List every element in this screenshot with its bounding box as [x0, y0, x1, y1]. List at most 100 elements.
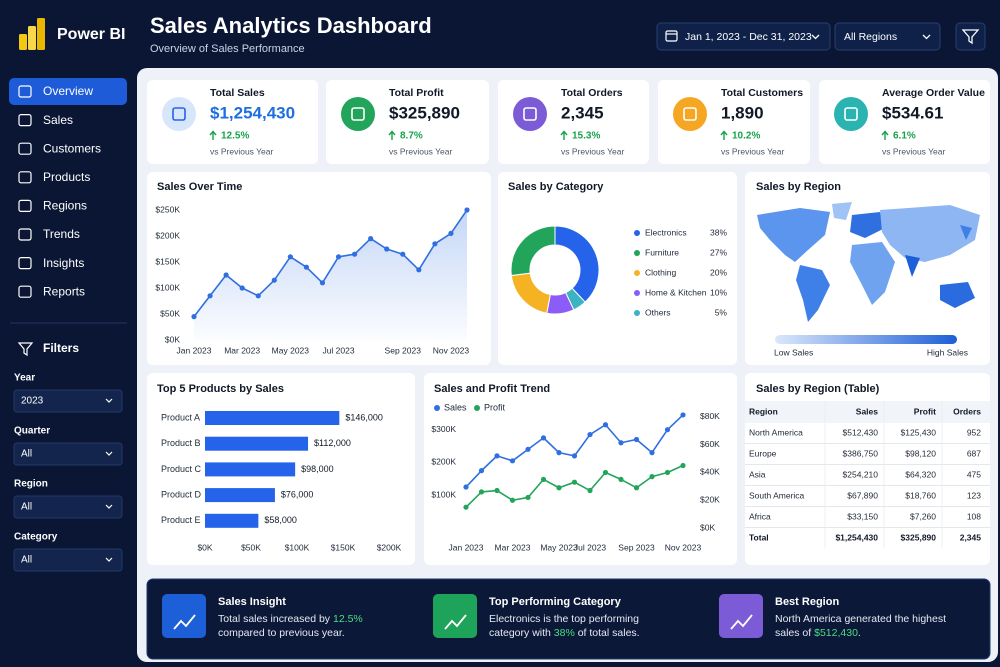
nav-label[interactable]: Sales	[43, 113, 73, 127]
point	[416, 267, 422, 273]
x-tick-label: Jul 2023	[322, 345, 354, 355]
nav-label[interactable]: Reports	[43, 284, 85, 298]
table-cell: $512,430	[843, 427, 879, 437]
x-tick-label: $150K	[331, 542, 356, 552]
nav-item[interactable]: Regions	[18, 199, 87, 213]
point	[680, 462, 686, 469]
legend-label: Low Sales	[774, 347, 813, 357]
filter-button[interactable]	[955, 22, 986, 51]
point	[463, 484, 469, 490]
x-tick-label: $200K	[377, 542, 402, 552]
filter-select[interactable]: 2023	[13, 389, 123, 413]
kpi-title: Total Profit	[389, 87, 444, 99]
kpi-glyph	[683, 107, 697, 121]
region-value[interactable]: All Regions	[844, 31, 897, 43]
point	[540, 476, 547, 483]
bar	[205, 462, 296, 477]
point	[255, 293, 261, 299]
filter-label: Year	[14, 373, 35, 384]
filter-value[interactable]: 2023	[21, 396, 44, 407]
filter-value[interactable]: All	[21, 555, 32, 566]
bar	[205, 436, 309, 451]
nav-item[interactable]: Customers	[18, 141, 101, 155]
insight-text: Electronics is the top performing	[489, 613, 639, 625]
point	[464, 207, 470, 213]
nav-label[interactable]: Products	[43, 170, 90, 184]
y-tick-label: $200K	[155, 230, 180, 240]
value-label: 27%	[710, 247, 727, 257]
filter-label: Quarter	[14, 426, 50, 437]
x-tick-label: Mar 2023	[224, 345, 260, 355]
kpi-title: Total Customers	[721, 87, 803, 99]
kpi-change: 8.7%	[400, 131, 423, 142]
point	[494, 453, 500, 459]
point	[463, 504, 469, 510]
select-box	[13, 548, 123, 572]
x-tick-label: Jan 2023	[177, 345, 212, 355]
filter-select[interactable]: All	[13, 548, 123, 572]
point	[239, 285, 245, 291]
kpi-glyph	[172, 107, 186, 121]
x-tick-label: Nov 2023	[433, 345, 470, 355]
table-cell: $125,430	[901, 427, 937, 437]
filter-select[interactable]: All	[13, 495, 123, 519]
point	[664, 469, 671, 476]
point	[571, 453, 578, 459]
legend-label: Home & Kitchen	[645, 287, 707, 297]
x-tick-label: Mar 2023	[495, 542, 531, 552]
nav-item[interactable]: Insights	[18, 256, 84, 270]
kpi-icon	[673, 97, 707, 131]
nav-item[interactable]: Sales	[18, 113, 73, 127]
x-tick-label: $0K	[197, 542, 212, 552]
nav-label[interactable]: Overview	[43, 84, 93, 98]
point	[351, 251, 358, 257]
insight-text: .	[858, 627, 861, 639]
point	[400, 251, 406, 257]
nav-label[interactable]: Regions	[43, 199, 87, 213]
point	[649, 474, 655, 480]
point	[303, 264, 310, 270]
filter-value[interactable]: All	[21, 502, 32, 513]
nav-item[interactable]: Products	[18, 170, 90, 184]
region-select[interactable]: All Regions	[834, 22, 941, 51]
nav-label[interactable]: Trends	[43, 227, 80, 241]
x-tick-label: Nov 2023	[665, 542, 702, 552]
select-box	[13, 442, 123, 466]
chart-title: Sales by Category	[508, 181, 604, 193]
insight-text: Total sales increased by 12.5%	[218, 613, 363, 625]
kpi-note: vs Previous Year	[210, 146, 273, 156]
insight-glyph	[173, 614, 196, 630]
filter-value[interactable]: All	[21, 449, 32, 460]
y-tick-label: Product A	[161, 412, 200, 422]
y-tick-label: Product B	[161, 438, 201, 448]
nav-item[interactable]: Trends	[18, 227, 80, 241]
legend-label: Furniture	[645, 247, 679, 257]
date-range[interactable]: Jan 1, 2023 - Dec 31, 2023	[685, 31, 812, 43]
kpi-change: 6.1%	[893, 131, 916, 142]
value-label: $58,000	[264, 515, 297, 525]
point	[664, 427, 671, 433]
nav-item[interactable]: Reports	[18, 284, 85, 298]
date-picker[interactable]: Jan 1, 2023 - Dec 31, 2023	[656, 22, 831, 51]
point	[448, 230, 454, 236]
up-arrow	[388, 130, 396, 140]
y-tick-label: $250K	[155, 204, 180, 214]
value-label: $98,000	[301, 464, 334, 474]
nav-icon	[18, 113, 32, 127]
kpi-title: Total Sales	[210, 87, 265, 99]
y-tick-label: $20K	[700, 494, 720, 504]
kpi-value: $1,254,430	[210, 103, 295, 122]
legend-label: Profit	[484, 402, 506, 412]
legend-label: Others	[645, 307, 671, 317]
select-box	[13, 495, 123, 519]
table-cell: $33,150	[847, 511, 878, 521]
nav-label[interactable]: Insights	[43, 256, 84, 270]
nav-item[interactable]: Overview	[9, 78, 127, 105]
nav-label[interactable]: Customers	[43, 141, 101, 155]
y-tick-label: Product E	[161, 515, 201, 525]
point	[478, 489, 485, 495]
filter-select[interactable]: All	[13, 442, 123, 466]
point	[494, 487, 500, 494]
point	[556, 485, 562, 491]
legend-swatch	[634, 230, 640, 236]
